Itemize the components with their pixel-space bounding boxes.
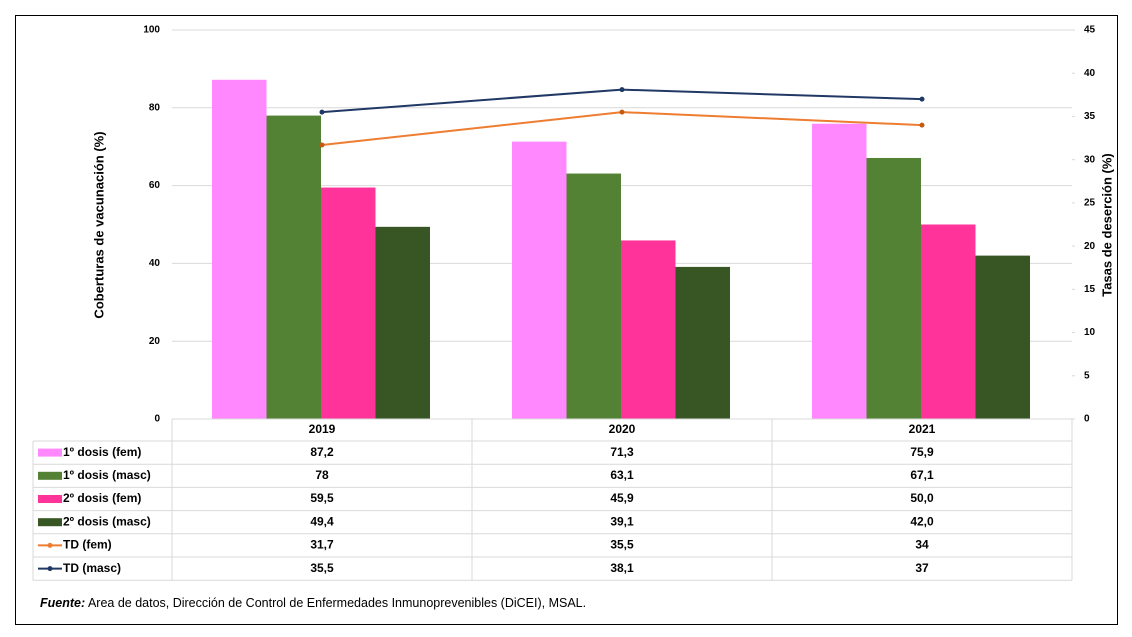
y-tick-label: 80 [149,102,161,113]
table-value: 35,5 [310,561,334,575]
legend-marker [47,566,53,572]
line-marker [919,122,925,128]
legend-label: TD (fem) [63,538,112,552]
x-tick-label: 2020 [609,422,636,436]
table-value: 50,0 [910,491,934,505]
line-marker [319,142,325,148]
table-value: 42,0 [910,514,934,528]
legend-label: 1º dosis (masc) [63,468,151,482]
table-value: 63,1 [610,468,634,482]
line-marker [919,96,925,102]
line-marker [619,87,625,93]
table-value: 49,4 [310,514,334,528]
x-tick-label: 2019 [309,422,336,436]
y-tick-label: 20 [149,336,161,347]
legend-label: 1º dosis (fem) [63,445,141,459]
y-tick-label: 0 [154,414,160,425]
bar [321,187,376,419]
bar [675,266,730,419]
table-value: 75,9 [910,445,934,459]
y-axis-title: Coberturas de vacunación (%) [91,131,106,318]
table-value: 87,2 [310,445,334,459]
y2-tick-label: 40 [1084,68,1096,79]
table-value: 39,1 [610,514,634,528]
table-value: 78 [315,468,329,482]
y-tick-label: 100 [143,25,160,36]
table-value: 45,9 [610,491,634,505]
source-label: Fuente: [40,596,85,610]
table-value: 59,5 [310,491,334,505]
legend-label: 2º dosis (masc) [63,514,151,528]
y2-tick-label: 30 [1084,154,1096,165]
legend-swatch [38,518,62,527]
x-tick-label: 2021 [909,422,936,436]
table-value: 71,3 [610,445,634,459]
y-tick-label: 60 [149,180,161,191]
table-value: 67,1 [910,468,934,482]
bar [566,173,621,419]
bar [512,141,567,419]
line-marker [619,109,625,115]
table-value: 31,7 [310,538,334,552]
y2-tick-label: 0 [1084,414,1090,425]
y-tick-label: 40 [149,258,161,269]
table-value: 38,1 [610,561,634,575]
y2-tick-label: 20 [1084,241,1096,252]
line-marker [319,109,325,115]
legend-swatch [38,471,62,480]
table-value: 37 [915,561,929,575]
legend-swatch [38,448,62,457]
y2-tick-label: 25 [1084,198,1096,209]
bar [866,157,921,419]
legend-marker [47,542,53,548]
bar [375,226,430,419]
bar [621,240,676,419]
y2-axis-title: Tasas de deserción (%) [1099,153,1114,297]
source-text: Area de datos, Dirección de Control de E… [88,596,586,610]
bar [975,255,1030,419]
y2-tick-label: 35 [1084,111,1096,122]
y2-tick-label: 5 [1084,370,1090,381]
table-value: 35,5 [610,538,634,552]
table-value: 34 [915,538,929,552]
legend-label: 2º dosis (fem) [63,491,141,505]
y2-tick-label: 15 [1084,284,1096,295]
legend-label: TD (masc) [63,561,121,575]
y2-tick-label: 10 [1084,327,1096,338]
bar [921,224,976,419]
bar [812,123,867,420]
legend-swatch [38,495,62,503]
source-note: Fuente: Area de datos, Dirección de Cont… [40,596,586,610]
bar [212,79,267,420]
bar [266,115,321,419]
y2-tick-label: 45 [1084,25,1096,36]
